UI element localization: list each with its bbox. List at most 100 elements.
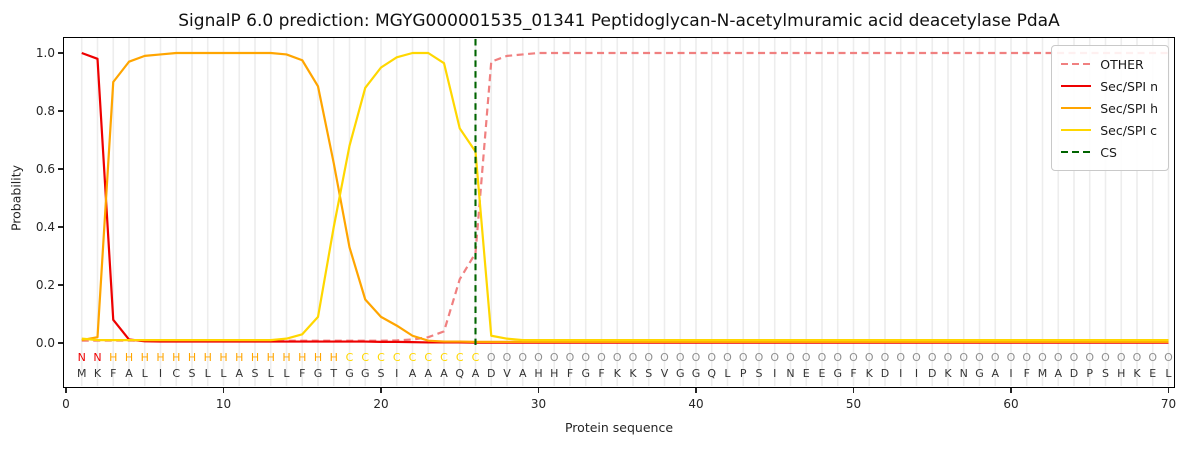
y-tick-label: 0.0 bbox=[35, 336, 55, 350]
amino-acid-letter: I bbox=[395, 367, 399, 380]
x-tick-mark bbox=[1167, 388, 1170, 393]
legend-item-cs: CS bbox=[1061, 141, 1158, 163]
amino-acid-letter: I bbox=[1009, 367, 1013, 380]
amino-acid-letter: F bbox=[566, 367, 574, 380]
y-tick-label: 0.4 bbox=[35, 220, 55, 234]
region-letter: O bbox=[975, 351, 984, 364]
amino-acid-letter: K bbox=[865, 367, 873, 380]
region-letter: O bbox=[1132, 351, 1142, 364]
amino-acid-letter: D bbox=[1069, 367, 1079, 380]
y-tick-label: 0.8 bbox=[35, 104, 55, 118]
amino-acid-letter: G bbox=[360, 367, 370, 380]
region-letter: O bbox=[707, 351, 717, 364]
region-letter: O bbox=[1053, 351, 1063, 364]
x-tick-mark bbox=[380, 388, 382, 393]
x-tick-mark bbox=[537, 388, 540, 393]
region-letter: O bbox=[644, 351, 654, 364]
region-letter: O bbox=[534, 351, 543, 364]
region-letter: H bbox=[140, 351, 149, 364]
region-letter: O bbox=[990, 351, 1000, 364]
region-letter: O bbox=[833, 351, 843, 364]
amino-acid-letter: M bbox=[1037, 367, 1048, 380]
region-letter: H bbox=[124, 351, 134, 364]
amino-acid-letter: L bbox=[204, 367, 211, 380]
amino-acid-letter: S bbox=[188, 367, 196, 380]
amino-acid-letter: I bbox=[899, 367, 903, 380]
region-letter: O bbox=[912, 351, 921, 364]
region-letter: O bbox=[628, 351, 638, 364]
amino-acid-letter: F bbox=[299, 367, 306, 380]
amino-acid-letter: L bbox=[267, 367, 274, 380]
y-tick-mark bbox=[58, 342, 63, 344]
region-letter: C bbox=[471, 351, 480, 364]
amino-acid-letter: A bbox=[991, 367, 1000, 380]
amino-acid-letter: A bbox=[408, 367, 417, 380]
amino-acid-letter: E bbox=[802, 367, 810, 380]
region-letter: O bbox=[1164, 351, 1173, 364]
amino-acid-letter: E bbox=[818, 367, 826, 380]
x-tick-label: 20 bbox=[373, 397, 389, 411]
amino-acid-letter: T bbox=[330, 367, 338, 380]
amino-acid-letter: S bbox=[377, 367, 385, 380]
x-tick-label: 10 bbox=[215, 397, 232, 411]
amino-acid-letter: L bbox=[220, 367, 227, 380]
amino-acid-letter: L bbox=[1165, 367, 1172, 380]
legend-label: CS bbox=[1100, 144, 1117, 160]
region-letter: O bbox=[565, 351, 575, 364]
region-letter: H bbox=[329, 351, 338, 364]
region-letter: N bbox=[77, 351, 86, 364]
amino-acid-letter: K bbox=[1133, 367, 1141, 380]
region-letter: O bbox=[581, 351, 591, 364]
x-tick-label: 0 bbox=[62, 397, 70, 411]
amino-acid-letter: V bbox=[503, 367, 511, 380]
x-axis-label: Protein sequence bbox=[564, 420, 674, 435]
x-tick-label: 30 bbox=[530, 397, 547, 411]
legend-line-sample bbox=[1061, 62, 1092, 66]
legend-item-sec-spi-n: Sec/SPI n bbox=[1061, 75, 1158, 97]
amino-acid-letter: G bbox=[581, 367, 591, 380]
region-letter: H bbox=[235, 351, 244, 364]
amino-acid-letter: P bbox=[1086, 367, 1094, 380]
region-letter: C bbox=[424, 351, 433, 364]
amino-acid-letter: C bbox=[172, 367, 181, 380]
amino-acid-letter: K bbox=[93, 367, 102, 380]
amino-acid-letter: P bbox=[739, 367, 747, 380]
region-letter: H bbox=[298, 351, 307, 364]
region-letter: O bbox=[786, 351, 795, 364]
region-letter: O bbox=[770, 351, 780, 364]
region-letter: C bbox=[361, 351, 370, 364]
region-letter: O bbox=[1022, 351, 1032, 364]
region-letter: O bbox=[612, 351, 622, 364]
y-tick-label: 0.2 bbox=[35, 278, 55, 292]
y-tick-mark bbox=[58, 168, 63, 170]
amino-acid-letter: I bbox=[773, 367, 777, 380]
x-tick-label: 60 bbox=[1003, 397, 1019, 411]
region-letter: O bbox=[518, 351, 528, 364]
amino-acid-letter: I bbox=[158, 367, 163, 380]
region-letter: O bbox=[691, 351, 701, 364]
region-letter: O bbox=[754, 351, 764, 364]
region-letter: O bbox=[660, 351, 669, 364]
region-letter: O bbox=[1101, 351, 1110, 364]
amino-acid-letter: K bbox=[629, 367, 637, 380]
curve-sec-spi-h bbox=[81, 51, 1169, 343]
amino-acid-letter: G bbox=[345, 367, 354, 380]
region-letter: O bbox=[502, 351, 512, 364]
amino-acid-letter: Q bbox=[707, 367, 717, 380]
amino-acid-letter: N bbox=[786, 367, 795, 380]
amino-acid-letter: K bbox=[944, 367, 952, 380]
legend-line-sample bbox=[1061, 128, 1092, 132]
region-letter: O bbox=[849, 351, 858, 364]
region-letter: O bbox=[801, 351, 811, 364]
region-letter: O bbox=[738, 351, 748, 364]
y-tick-label: 1.0 bbox=[35, 46, 55, 60]
amino-acid-letter: A bbox=[235, 367, 244, 380]
region-letter: O bbox=[597, 351, 606, 364]
amino-acid-letter: H bbox=[1117, 367, 1126, 380]
region-letter: H bbox=[187, 351, 197, 364]
amino-acid-letter: F bbox=[850, 367, 857, 380]
region-letter: H bbox=[156, 351, 165, 364]
region-letter: C bbox=[377, 351, 385, 364]
amino-acid-letter: D bbox=[880, 367, 890, 380]
